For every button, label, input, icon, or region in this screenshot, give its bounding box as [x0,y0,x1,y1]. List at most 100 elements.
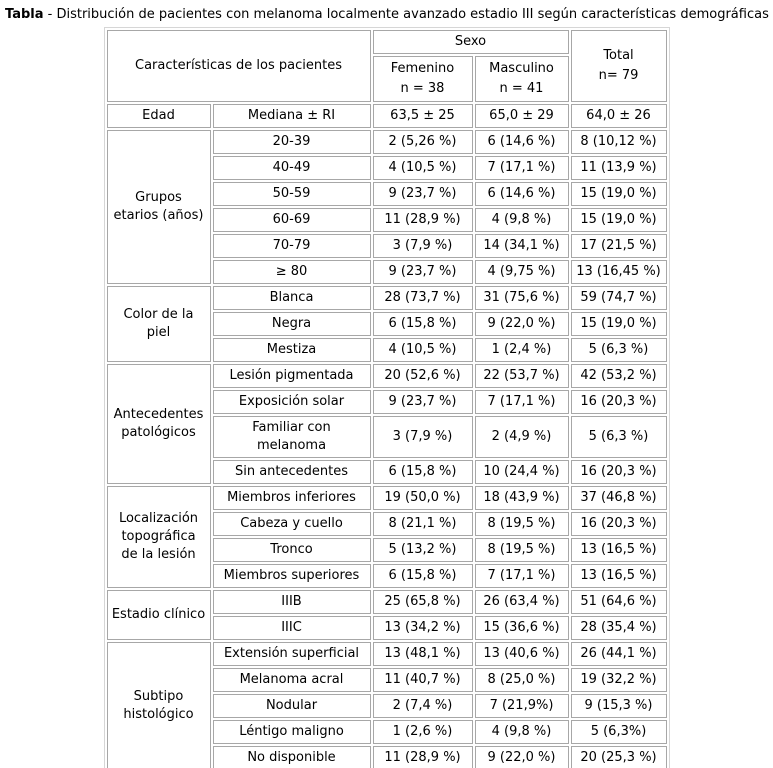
table-caption: Tabla - Distribución de pacientes con me… [5,6,773,23]
characteristic-cell: 50-59 [212,182,371,206]
value-cell-total: 9 (15,3 %) [570,694,667,718]
header-total-n: n= 79 [598,68,639,83]
category-cell: Antecedentes patológicos [106,364,211,484]
characteristic-cell: Nodular [212,694,371,718]
value-cell-femenino: 13 (48,1 %) [372,642,473,666]
value-cell-femenino: 11 (40,7 %) [372,668,473,692]
category-cell: Grupos etarios (años) [106,130,211,284]
value-cell-masculino: 22 (53,7 %) [474,364,569,388]
table-row: Estadio clínico IIIB 25 (65,8 %) 26 (63,4 %… [106,590,667,640]
value-cell-masculino: 6 (14,6 %) [474,182,569,206]
value-cell-masculino: 14 (34,1 %) [474,234,569,258]
value-cell-total: 5 (6,3%) [570,720,667,744]
value-cell-femenino: 2 (5,26 %) [372,130,473,154]
table-row: 60-69 11 (28,9 %) 4 (9,8 %) 15 (19,0 %) [107,208,667,232]
value-cell-total: 42 (53,2 %) [570,364,667,388]
characteristic-cell: Lesión pigmentada [212,364,371,388]
value-cell-total: 11 (13,9 %) [570,156,667,180]
characteristic-cell: Negra [212,312,371,336]
header-total-label: Total [603,48,634,63]
value-cell-femenino: 28 (73,7 %) [372,286,473,310]
value-cell-femenino: 63,5 ± 25 [372,104,473,128]
table-row: Familiar con melanoma 3 (7,9 %) 2 (4,9 %) 5… [107,416,667,458]
table-row: Exposición solar 9 (23,7 %) 7 (17,1 %) 16 (… [107,390,667,414]
value-cell-total: 13 (16,5 %) [570,538,667,562]
characteristic-cell: Blanca [212,286,371,310]
header-masculino-n: n = 41 [499,81,544,96]
characteristic-cell: Melanoma acral [212,668,371,692]
table-row: Tronco 5 (13,2 %) 8 (19,5 %) 13 (16,5 %) [107,538,667,562]
characteristic-cell: Sin antecedentes [212,460,371,484]
value-cell-masculino: 4 (9,75 %) [474,260,569,284]
value-cell-total: 13 (16,45 %) [570,260,667,284]
value-cell-femenino: 3 (7,9 %) [372,234,473,258]
value-cell-total: 8 (10,12 %) [570,130,667,154]
table-row: 50-59 9 (23,7 %) 6 (14,6 %) 15 (19,0 %) [107,182,667,206]
value-cell-total: 5 (6,3 %) [570,416,667,458]
value-cell-total: 20 (25,3 %) [570,746,667,768]
value-cell-masculino: 7 (17,1 %) [474,156,569,180]
table-row: Localización topográfica de la lesión Mie… [106,486,667,588]
table-row: Léntigo maligno 1 (2,6 %) 4 (9,8 %) 5 (6,3%… [107,720,667,744]
table-caption-text: - Distribución de pacientes con melanoma… [43,7,773,22]
header-masculino-label: Masculino [489,61,554,76]
category-cell: Edad [106,104,211,128]
value-cell-total: 15 (19,0 %) [570,312,667,336]
value-cell-femenino: 4 (10,5 %) [372,156,473,180]
category-cell: Subtipo histológico [106,642,211,768]
table-row: Grupos etarios (años) 20-39 2 (5,26 %) 6 (1… [106,130,667,284]
value-cell-total: 51 (64,6 %) [570,590,667,614]
characteristic-cell: Léntigo maligno [212,720,371,744]
value-cell-femenino: 4 (10,5 %) [372,338,473,362]
value-cell-masculino: 7 (17,1 %) [474,390,569,414]
value-cell-masculino: 1 (2,4 %) [474,338,569,362]
patients-table: Características de los pacientes Sexo To… [103,27,670,768]
characteristic-cell: 60-69 [212,208,371,232]
value-cell-masculino: 8 (19,5 %) [474,538,569,562]
value-cell-masculino: 8 (25,0 %) [474,668,569,692]
value-cell-total: 16 (20,3 %) [570,390,667,414]
value-cell-total: 59 (74,7 %) [570,286,667,310]
characteristic-cell: Mestiza [212,338,371,362]
table-row: Sin antecedentes 6 (15,8 %) 10 (24,4 %) 16 … [107,460,667,484]
table-caption-label: Tabla [5,7,44,22]
table-row: Antecedentes patológicos Lesión pigmentad… [106,364,667,484]
table-row: ≥ 80 9 (23,7 %) 4 (9,75 %) 13 (16,45 %) [107,260,667,284]
table-row: IIIC 13 (34,2 %) 15 (36,6 %) 28 (35,4 %) [107,616,667,640]
characteristic-cell: Familiar con melanoma [212,416,371,458]
characteristic-cell: Exposición solar [212,390,371,414]
characteristic-cell: 70-79 [212,234,371,258]
table-row: Subtipo histológico Extensión superficial… [106,642,667,768]
value-cell-femenino: 6 (15,8 %) [372,312,473,336]
value-cell-masculino: 4 (9,8 %) [474,720,569,744]
characteristic-cell: IIIC [212,616,371,640]
table-row: 40-49 4 (10,5 %) 7 (17,1 %) 11 (13,9 %) [107,156,667,180]
value-cell-masculino: 7 (21,9%) [474,694,569,718]
characteristic-cell: 20-39 [212,130,371,154]
table-row: Mestiza 4 (10,5 %) 1 (2,4 %) 5 (6,3 %) [107,338,667,362]
value-cell-masculino: 7 (17,1 %) [474,564,569,588]
value-cell-femenino: 13 (34,2 %) [372,616,473,640]
table-row: Miembros superiores 6 (15,8 %) 7 (17,1 %) 1… [107,564,667,588]
value-cell-masculino: 9 (22,0 %) [474,746,569,768]
value-cell-femenino: 6 (15,8 %) [372,460,473,484]
table-row: Nodular 2 (7,4 %) 7 (21,9%) 9 (15,3 %) [107,694,667,718]
header-femenino-n: n = 38 [400,81,445,96]
characteristic-cell: ≥ 80 [212,260,371,284]
value-cell-femenino: 11 (28,9 %) [372,746,473,768]
header-total: Total n= 79 [570,30,667,102]
header-characteristics: Características de los pacientes [106,30,371,102]
characteristic-cell: IIIB [212,590,371,614]
header-femenino-label: Femenino [390,61,455,76]
table-row: 70-79 3 (7,9 %) 14 (34,1 %) 17 (21,5 %) [107,234,667,258]
value-cell-masculino: 65,0 ± 29 [474,104,569,128]
characteristic-cell: Cabeza y cuello [212,512,371,536]
value-cell-total: 13 (16,5 %) [570,564,667,588]
table-row: Cabeza y cuello 8 (21,1 %) 8 (19,5 %) 16 (2… [107,512,667,536]
value-cell-masculino: 15 (36,6 %) [474,616,569,640]
value-cell-total: 16 (20,3 %) [570,460,667,484]
category-cell: Localización topográfica de la lesión [106,486,211,588]
value-cell-femenino: 9 (23,7 %) [372,390,473,414]
value-cell-total: 26 (44,1 %) [570,642,667,666]
value-cell-total: 64,0 ± 26 [570,104,667,128]
